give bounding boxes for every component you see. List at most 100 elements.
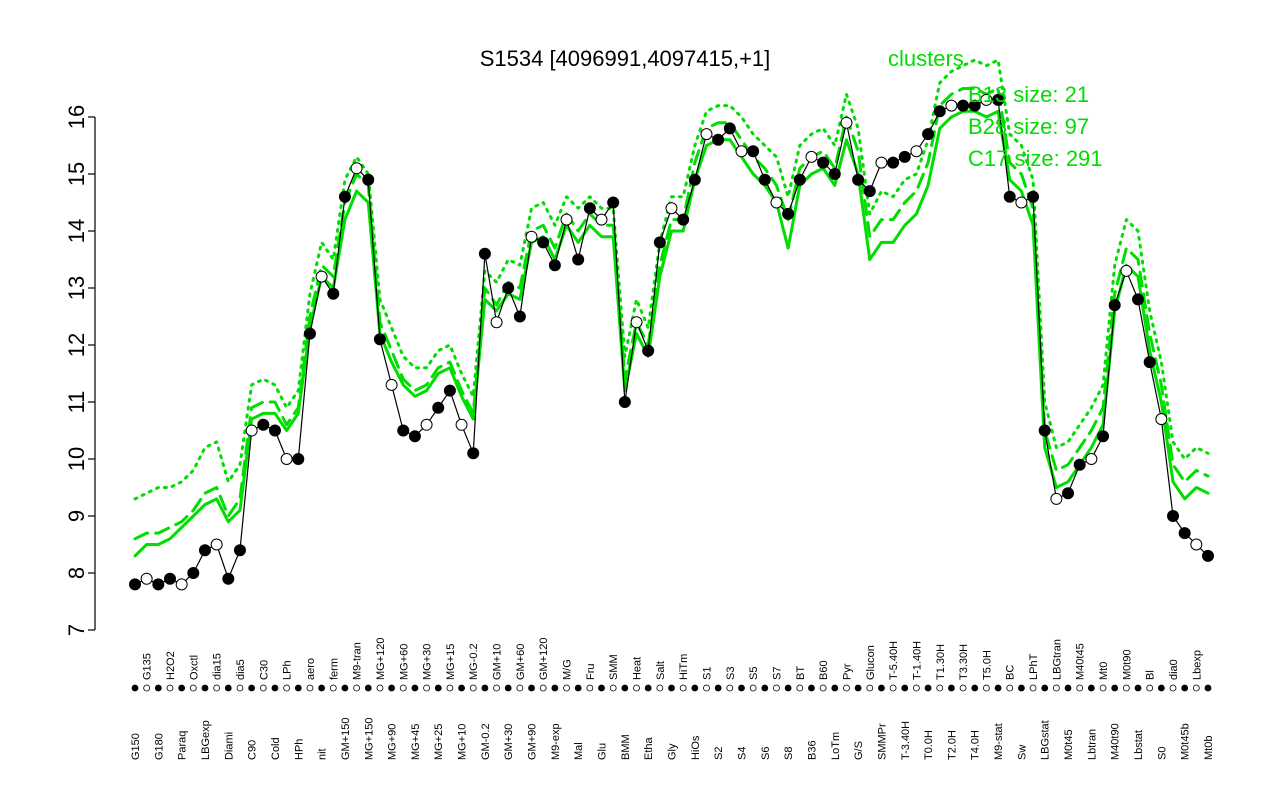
- x-tick-label: Paraq: [177, 731, 189, 760]
- x-tick-marker: [808, 684, 815, 692]
- x-tick-label: Lbtran: [1086, 729, 1098, 760]
- x-tick-label: Oxctl: [188, 655, 200, 680]
- data-point: [863, 185, 876, 198]
- x-tick-label: Mt0: [1098, 662, 1110, 680]
- data-point: [1003, 190, 1016, 203]
- x-tick-label: GM+30: [503, 724, 515, 760]
- x-tick-label: S0: [1156, 747, 1168, 760]
- x-tick-label: Sw: [1016, 745, 1028, 760]
- data-point: [303, 327, 316, 340]
- x-tick-label: MG+30: [422, 644, 434, 680]
- x-tick-label: G/S: [853, 741, 865, 760]
- data-point: [992, 93, 1005, 106]
- data-point: [327, 287, 340, 300]
- data-point: [525, 230, 538, 243]
- x-tick-marker: [481, 684, 489, 692]
- data-point: [782, 207, 795, 220]
- x-tick-label: Lbstat: [1133, 730, 1145, 760]
- x-tick-label: M9-tran: [352, 642, 364, 680]
- x-tick-label: Mal: [573, 742, 585, 760]
- data-point: [945, 99, 958, 112]
- x-tick-label: GM+120: [538, 638, 550, 681]
- data-point: [583, 202, 596, 215]
- x-tick-marker: [668, 684, 675, 692]
- legend: clusters B13 size: 21 B28 size: 97 C17 s…: [888, 46, 1103, 171]
- x-tick-label: Pyr: [841, 663, 853, 680]
- chart-title: S1534 [4096991,4097415,+1]: [480, 46, 771, 71]
- y-axis-ticks: 7 8 9 10 11 12 13 14 15 16: [64, 105, 95, 636]
- data-point: [758, 173, 771, 186]
- data-point: [502, 282, 515, 294]
- data-point: [560, 213, 573, 226]
- x-tick-label: LBGtran: [1051, 639, 1063, 680]
- data-point: [572, 253, 585, 266]
- x-tick-label: S2: [713, 747, 725, 760]
- x-tick-marker: [1087, 684, 1095, 692]
- legend-title: clusters: [888, 46, 964, 71]
- x-tick-marker: [738, 684, 745, 692]
- data-markers: [129, 93, 1214, 591]
- x-tick-label: MG+90: [387, 724, 399, 760]
- x-tick-marker: [224, 684, 232, 692]
- x-tick-label: GM+150: [340, 718, 352, 761]
- x-tick-label: Heat: [632, 657, 644, 680]
- x-tick-marker: [434, 684, 442, 692]
- x-tick-marker: [761, 684, 769, 692]
- x-tick-label: B36: [806, 740, 818, 760]
- data-point: [723, 122, 736, 135]
- x-tick-label: SMM: [608, 654, 620, 680]
- x-tick-marker: [994, 684, 1002, 692]
- x-tick-label: LoTm: [830, 732, 842, 760]
- x-tick-label: MG+25: [433, 724, 445, 760]
- x-tick-marker: [248, 684, 256, 692]
- y-tick-label: 16: [64, 105, 89, 129]
- cluster-line: [133, 109, 1210, 558]
- x-tick-marker: [1064, 684, 1072, 692]
- y-tick-label: 12: [64, 333, 89, 357]
- x-tick-marker: [971, 684, 979, 692]
- x-axis-ticks: G150 G135 G180 H2O2 Paraq Oxctl LBGexp dia15 Dia…: [130, 638, 1215, 761]
- x-tick-label: G180: [153, 733, 165, 760]
- x-tick-marker: [1099, 684, 1107, 692]
- data-point: [338, 190, 351, 203]
- x-tick-label: Glu: [597, 743, 609, 760]
- data-point: [1073, 458, 1086, 471]
- x-tick-marker: [598, 684, 605, 692]
- x-tick-label: dia0: [1168, 659, 1180, 680]
- x-tick-marker: [399, 684, 407, 692]
- x-tick-label: S8: [783, 747, 795, 760]
- x-tick-marker: [609, 684, 617, 692]
- x-tick-label: T-1.40H: [911, 641, 923, 680]
- data-point: [607, 196, 620, 209]
- data-point: [922, 128, 935, 141]
- x-tick-label: LBGexp: [200, 720, 212, 760]
- x-tick-marker: [1006, 684, 1014, 692]
- data-point: [747, 145, 760, 158]
- x-tick-label: nit: [317, 748, 329, 760]
- x-tick-marker: [388, 684, 395, 692]
- data-point: [595, 213, 608, 226]
- x-tick-marker: [329, 684, 337, 692]
- x-tick-label: Lbexp: [1191, 650, 1203, 680]
- x-tick-marker: [1076, 684, 1084, 692]
- data-point: [1062, 487, 1075, 500]
- x-tick-label: MG+15: [445, 644, 457, 680]
- data-point: [315, 270, 328, 283]
- x-tick-marker: [1181, 684, 1189, 692]
- x-tick-marker: [516, 684, 524, 692]
- data-point: [385, 378, 398, 391]
- x-tick-marker: [341, 684, 349, 692]
- x-tick-marker: [633, 684, 640, 692]
- x-tick-marker: [1204, 684, 1212, 692]
- x-tick-label: T2.0H: [946, 730, 958, 760]
- data-point: [397, 424, 410, 437]
- x-tick-label: BC: [1005, 665, 1017, 680]
- data-point: [257, 418, 270, 431]
- x-tick-label: S1: [701, 667, 713, 680]
- x-tick-label: T-5.40H: [888, 641, 900, 680]
- x-tick-label: G150: [130, 733, 142, 760]
- x-tick-marker: [691, 684, 699, 692]
- x-tick-label: Mt0b: [1203, 736, 1215, 760]
- data-point: [222, 572, 235, 585]
- x-tick-marker: [796, 684, 804, 692]
